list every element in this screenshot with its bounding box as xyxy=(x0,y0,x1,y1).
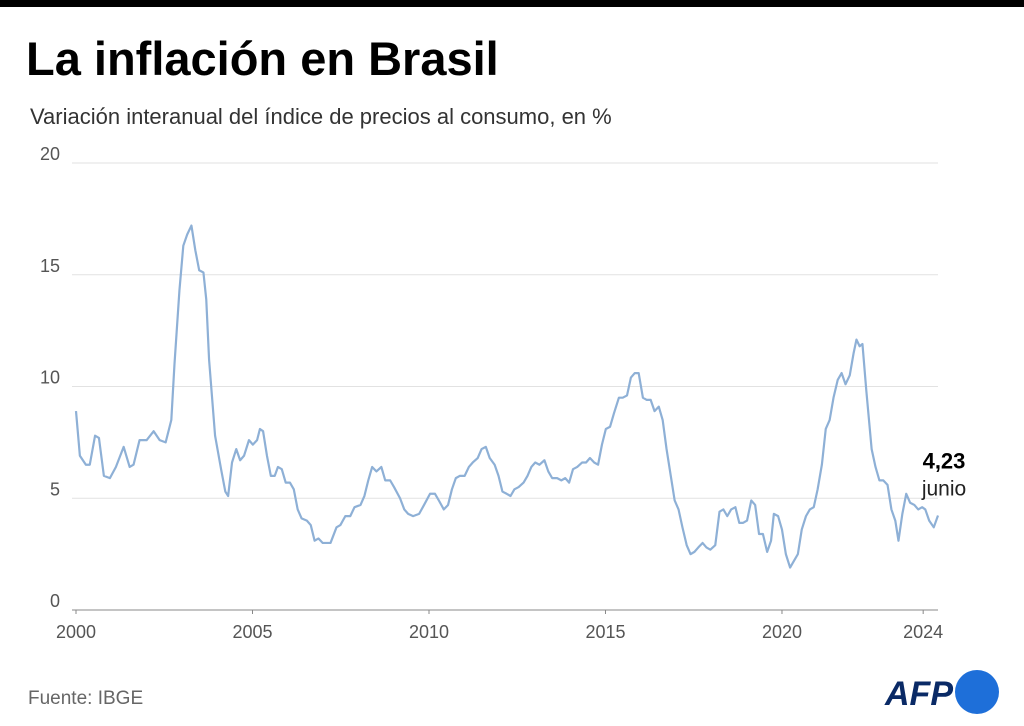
y-tick-label: 15 xyxy=(40,256,60,276)
end-note: junio xyxy=(921,477,966,500)
x-tick-label: 2010 xyxy=(409,622,449,642)
logo-circle xyxy=(955,670,999,714)
data-line xyxy=(74,224,940,569)
x-tick-label: 2005 xyxy=(232,622,272,642)
x-tick-label: 2015 xyxy=(585,622,625,642)
chart-title: La inflación en Brasil xyxy=(26,32,499,85)
x-tick-label: 2000 xyxy=(56,622,96,642)
y-tick-label: 10 xyxy=(40,368,60,388)
end-label: 4,23 xyxy=(923,448,966,473)
chart-subtitle: Variación interanual del índice de preci… xyxy=(30,104,612,129)
logo-text: AFP xyxy=(884,675,953,713)
top-bar xyxy=(0,0,1024,7)
logo: AFP xyxy=(884,670,999,714)
x-tick-label: 2024 xyxy=(903,622,943,642)
y-tick-label: 20 xyxy=(40,144,60,164)
source: Fuente: IBGE xyxy=(28,688,143,709)
y-tick-label: 0 xyxy=(50,591,60,611)
y-tick-label: 5 xyxy=(50,479,60,499)
x-tick-label: 2020 xyxy=(762,622,802,642)
